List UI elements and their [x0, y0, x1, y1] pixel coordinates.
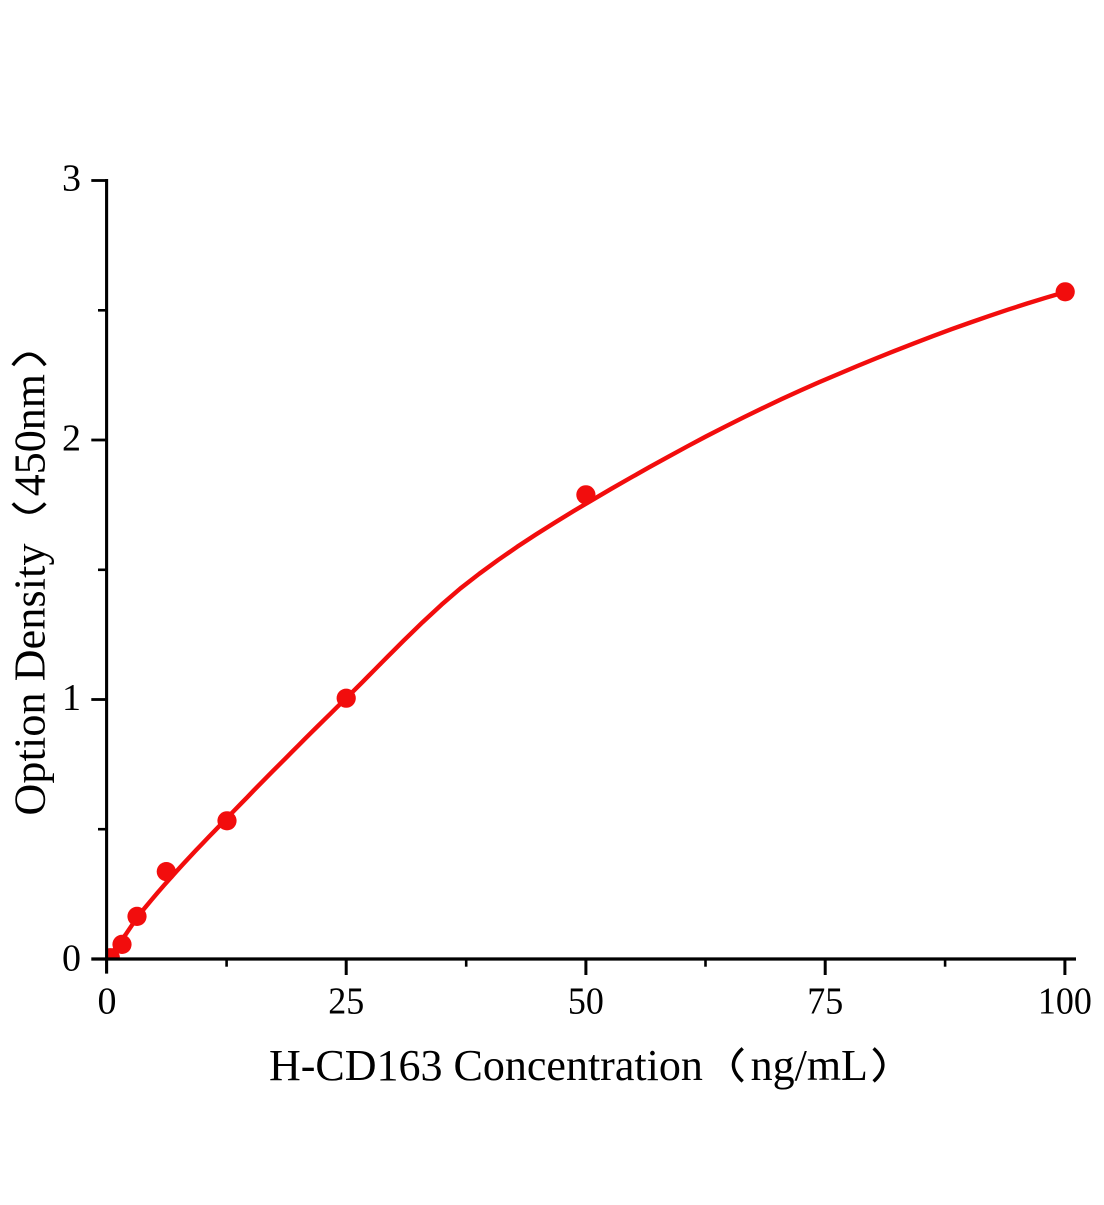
svg-text:25: 25 — [328, 981, 364, 1023]
svg-text:2: 2 — [62, 418, 81, 460]
svg-text:0: 0 — [98, 981, 117, 1023]
svg-text:ng/mL: ng/mL — [751, 1041, 868, 1090]
svg-text:75: 75 — [807, 981, 843, 1023]
svg-text:100: 100 — [1038, 981, 1092, 1023]
svg-text:H-CD163 Concentration: H-CD163 Concentration — [269, 1041, 703, 1090]
svg-text:1: 1 — [62, 677, 81, 719]
svg-text:3: 3 — [62, 158, 81, 200]
svg-text:Option Density: Option Density — [5, 544, 54, 816]
svg-text:450nm: 450nm — [5, 374, 54, 496]
svg-text:0: 0 — [62, 938, 81, 980]
svg-text:50: 50 — [568, 981, 604, 1023]
